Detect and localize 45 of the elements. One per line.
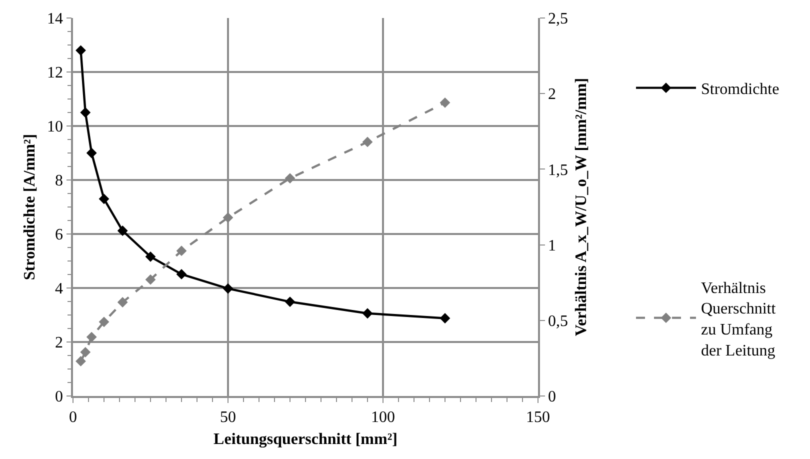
point — [76, 45, 86, 56]
x-tick-label: 100 — [371, 408, 395, 426]
y-tick-label: 12 — [47, 64, 64, 82]
y-tick-label: 10 — [47, 118, 64, 136]
y-tick-label: 14 — [47, 10, 64, 28]
point — [222, 283, 234, 294]
point — [76, 356, 86, 366]
point — [80, 107, 91, 118]
point — [440, 313, 450, 324]
y2-tick-label: 2,5 — [548, 10, 568, 28]
point — [362, 136, 373, 148]
point — [86, 148, 97, 158]
point — [86, 332, 97, 342]
point — [176, 269, 187, 280]
point — [117, 297, 128, 308]
legend-label: Stromdichte — [701, 81, 780, 98]
y-tick-label: 4 — [55, 280, 64, 298]
x-tick-label: 0 — [69, 408, 77, 426]
point — [117, 226, 128, 236]
y2-tick-label: 1,5 — [548, 162, 568, 179]
y-tick-label: 0 — [55, 388, 64, 406]
point — [80, 346, 91, 358]
y-tick-label: 6 — [55, 226, 64, 244]
y2-tick-label: 2 — [548, 86, 556, 104]
point — [440, 97, 450, 108]
point — [176, 246, 187, 256]
y2-axis-title: Verhältnis A_x_W/U_o_W [mm²/mm] — [573, 78, 590, 336]
x-tick-label: 150 — [526, 408, 550, 426]
point — [145, 251, 156, 262]
x-tick-label: 50 — [220, 408, 236, 426]
point — [222, 212, 234, 223]
y2-tick-label: 0,5 — [548, 313, 568, 330]
point — [284, 296, 296, 307]
point — [145, 274, 156, 285]
y2-tick-label: 1 — [548, 237, 556, 254]
point — [284, 173, 296, 184]
legend-label: Verhältnis Querschnitt zu Umfang der Leitung — [701, 280, 776, 360]
point — [362, 308, 373, 319]
point — [98, 194, 110, 204]
y2-tick-label: 0 — [548, 388, 556, 406]
y-axis-title: Stromdichte [A/mm²] — [21, 134, 38, 280]
x-axis-title: Leitungsquerschnitt [mm²] — [214, 431, 398, 448]
y-tick-label: 8 — [55, 172, 64, 190]
y-tick-label: 2 — [55, 334, 64, 352]
point — [98, 316, 110, 328]
